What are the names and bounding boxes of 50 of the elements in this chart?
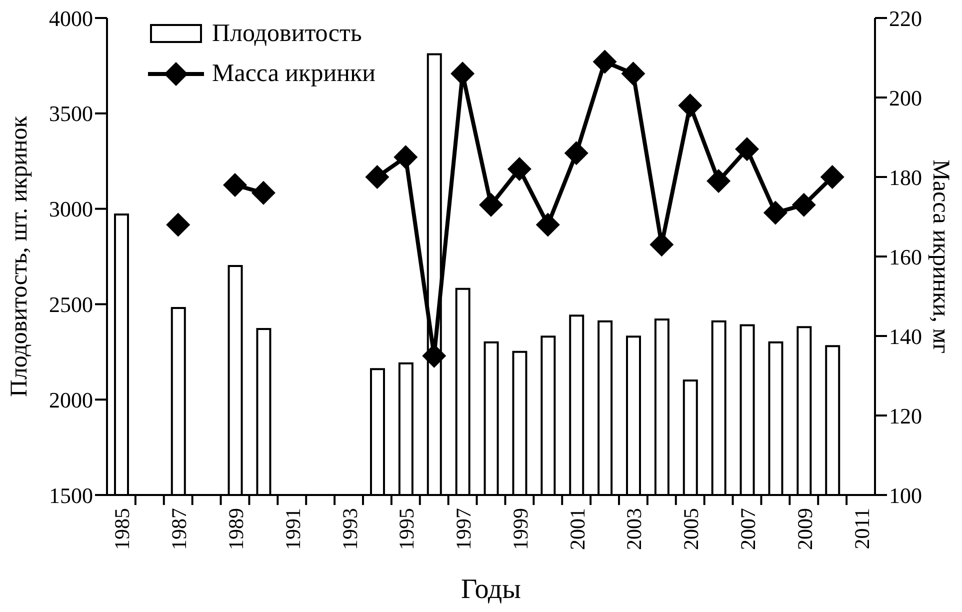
x-tick-label: 2003 [622, 508, 646, 550]
point [536, 212, 560, 237]
point [592, 50, 617, 74]
y2-tick-label: 140 [889, 324, 922, 349]
x-tick-label: 1985 [110, 508, 134, 550]
point [763, 200, 788, 225]
y2-tick-label: 100 [889, 482, 922, 508]
x-tick-label: 1993 [338, 508, 362, 550]
point [650, 232, 674, 257]
legend-label: Плодовитость [212, 20, 362, 48]
point [507, 157, 532, 182]
y2-tick-label: 200 [889, 85, 922, 110]
point [735, 137, 759, 162]
y2-tick-label: 220 [889, 6, 922, 31]
point [564, 141, 588, 166]
y2-tick-label: 180 [889, 164, 922, 190]
point [792, 192, 816, 217]
x-tick-label: 2011 [850, 508, 874, 550]
x-tick-label: 1991 [280, 508, 305, 550]
point [394, 145, 418, 170]
x-tick-label: 1989 [224, 508, 248, 550]
point [621, 62, 646, 86]
y2-axis-title: Масса икринки, мг [927, 160, 954, 354]
x-tick-label: 1987 [167, 508, 192, 550]
y-tick-label: 3000 [49, 196, 93, 222]
x-tick-label: 1997 [452, 508, 476, 550]
x-tick-label: 2007 [736, 508, 760, 550]
point [678, 93, 702, 118]
point [223, 172, 247, 197]
y-tick-label: 2000 [49, 387, 93, 412]
legend-label: Масса икринки [212, 60, 376, 88]
y-tick-label: 4000 [49, 6, 93, 31]
x-tick-label: 1995 [394, 508, 419, 550]
x-tick-label: 1999 [508, 508, 532, 550]
y2-tick-label: 160 [889, 244, 922, 270]
point [706, 168, 731, 193]
point [479, 192, 503, 217]
x-tick-label: 2009 [792, 508, 817, 550]
y-axis-title: Плодовитость, шт. икринок [6, 116, 33, 397]
x-tick-label: 2005 [679, 508, 704, 550]
y-tick-label: 2500 [49, 292, 93, 318]
y-tick-label: 1500 [49, 482, 93, 508]
point [365, 165, 390, 189]
y2-tick-label: 120 [889, 403, 922, 428]
point [820, 165, 844, 189]
x-axis-title: Годы [461, 574, 522, 605]
point [166, 212, 190, 237]
point [251, 180, 276, 205]
x-tick-label: 2001 [565, 508, 590, 550]
y-tick-label: 3500 [49, 101, 93, 126]
